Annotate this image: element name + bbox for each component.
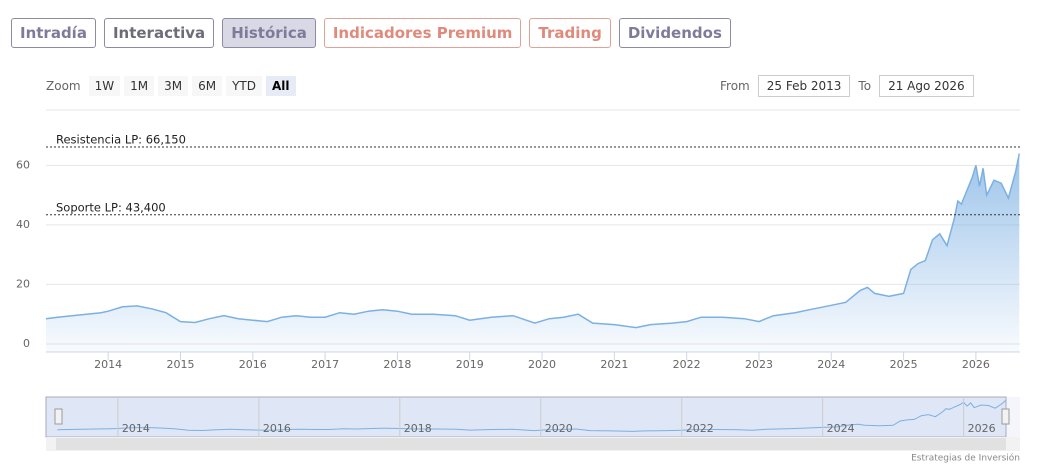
from-input[interactable]: 25 Feb 2013 — [757, 75, 851, 97]
zoom-button[interactable]: All — [266, 76, 296, 96]
navigator-label: 2014 — [122, 422, 150, 435]
from-label: From — [720, 79, 750, 93]
plot-line-label: Soporte LP: 43,400 — [56, 200, 166, 214]
x-tick-label: 2024 — [817, 358, 845, 371]
zoom-bar: Zoom 1W 1M 3M 6M YTD All — [46, 76, 296, 96]
navigator-label: 2016 — [263, 422, 291, 435]
x-tick-label: 2020 — [528, 358, 556, 371]
navigator-label: 2018 — [404, 422, 432, 435]
x-tick-label: 2014 — [94, 358, 122, 371]
zoom-button[interactable]: 6M — [192, 76, 223, 96]
scrollbar-thumb[interactable] — [56, 438, 1006, 450]
to-label: To — [858, 79, 872, 93]
x-tick-label: 2015 — [166, 358, 194, 371]
plot-line-label: Resistencia LP: 66,150 — [56, 133, 186, 147]
y-tick-label: 0 — [23, 337, 30, 350]
tab[interactable]: Intradía — [11, 18, 96, 48]
navigator-label: 2024 — [827, 422, 855, 435]
nav-handle[interactable] — [54, 408, 63, 425]
zoom-button[interactable]: YTD — [226, 76, 262, 96]
date-range: From 25 Feb 2013 To 21 Ago 2026 — [720, 75, 982, 97]
tab[interactable]: Interactiva — [103, 18, 215, 48]
x-tick-label: 2026 — [962, 358, 990, 371]
zoom-button[interactable]: 1W — [88, 76, 121, 96]
x-tick-label: 2025 — [890, 358, 918, 371]
to-input[interactable]: 21 Ago 2026 — [879, 75, 974, 97]
tab[interactable]: Trading — [529, 18, 611, 48]
y-tick-label: 40 — [16, 218, 30, 231]
navigator-line — [57, 399, 1007, 432]
x-tick-label: 2018 — [383, 358, 411, 371]
tab[interactable]: Histórica — [222, 18, 316, 48]
zoom-label: Zoom — [46, 79, 81, 93]
credits: Estrategias de Inversión — [911, 453, 1020, 464]
x-tick-label: 2016 — [239, 358, 267, 371]
y-tick-label: 20 — [16, 277, 30, 290]
navigator-label: 2020 — [545, 422, 573, 435]
tab[interactable]: Dividendos — [618, 18, 731, 48]
area-line — [45, 153, 1021, 329]
x-tick-label: 2023 — [745, 358, 773, 371]
zoom-button[interactable]: 1M — [124, 76, 155, 96]
x-tick-label: 2022 — [673, 358, 701, 371]
navigator-label: 2022 — [686, 422, 714, 435]
x-tick-label: 2021 — [600, 358, 628, 371]
y-tick-label: 60 — [16, 158, 30, 171]
x-tick-label: 2019 — [456, 358, 484, 371]
tab-bar: Intradía Interactiva Histórica Indicador… — [11, 18, 731, 48]
area-fill — [46, 153, 1020, 352]
x-tick-label: 2017 — [311, 358, 339, 371]
zoom-button[interactable]: 3M — [158, 76, 189, 96]
tab[interactable]: Indicadores Premium — [323, 18, 522, 48]
nav-handle[interactable] — [1001, 408, 1010, 425]
navigator-mask — [45, 396, 1007, 438]
navigator-label: 2026 — [968, 422, 996, 435]
